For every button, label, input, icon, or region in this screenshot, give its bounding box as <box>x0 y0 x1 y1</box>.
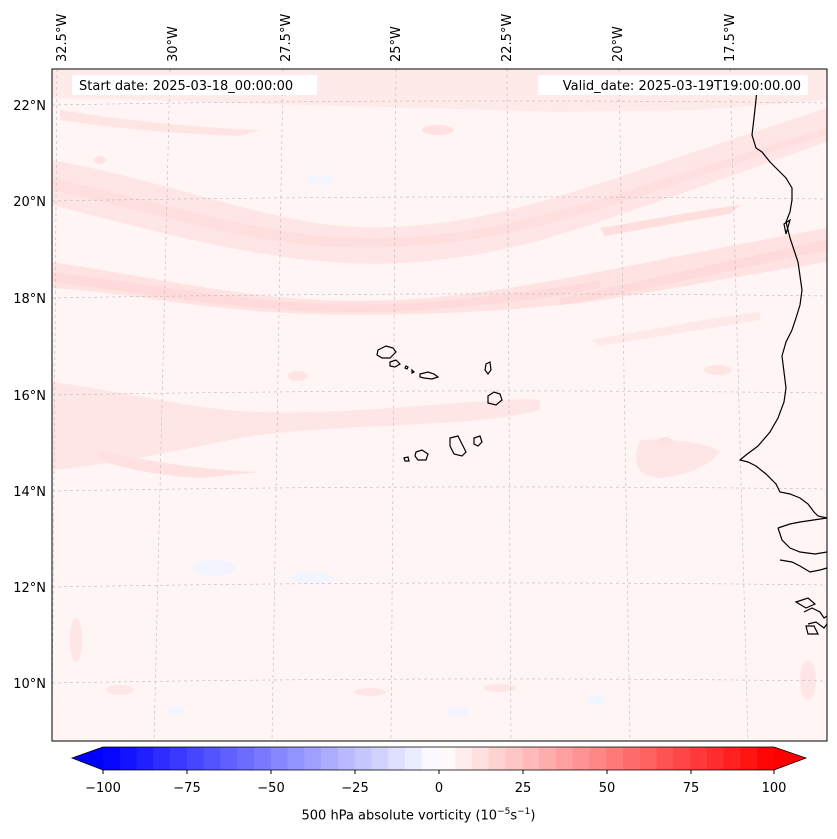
coastline <box>738 87 828 635</box>
start-date-text: Start date: 2025-03-18_00:00:00 <box>79 79 293 94</box>
colorbar-tick-label: −100 <box>85 781 121 796</box>
lat-label: 16°N <box>13 389 46 404</box>
colorbar-cell <box>706 747 725 770</box>
colorbar-cell <box>539 747 557 770</box>
colorbar-cell <box>270 747 289 770</box>
colorbar-title-mid: s <box>510 808 518 824</box>
lon-label: 30°W <box>166 26 181 62</box>
lon-label: 22.5°W <box>500 14 515 62</box>
colorbar-cell <box>404 747 423 770</box>
colorbar-cell <box>170 747 188 770</box>
start-date-annotation: Start date: 2025-03-18_00:00:00 <box>72 75 317 95</box>
lat-label: 20°N <box>13 195 46 210</box>
colorbar-cell <box>220 747 238 770</box>
colorbar-cell <box>371 747 389 770</box>
lat-label: 14°N <box>13 485 46 500</box>
valid-date-text: Valid_date: 2025-03-19T19:00:00.00 <box>563 79 801 94</box>
colorbar-tick-label: −25 <box>341 781 368 796</box>
colorbar-cell <box>589 747 607 770</box>
colorbar-cell <box>623 747 641 770</box>
graticule <box>51 68 828 742</box>
lat-label: 22°N <box>13 99 46 114</box>
colorbar-tick-label: 25 <box>515 781 532 796</box>
colorbar-title-prefix: 500 hPa absolute vorticity (10 <box>301 808 498 824</box>
colorbar: −100 −75 −50 −25 0 25 50 75 100 <box>70 746 808 796</box>
colorbar-arrow-high <box>774 747 806 770</box>
lon-label: 17.5°W <box>723 14 738 62</box>
colorbar-tick-label: −50 <box>257 781 284 796</box>
colorbar-title-exp2: −1 <box>517 807 531 817</box>
colorbar-cell <box>438 747 456 770</box>
colorbar-cell <box>388 747 406 770</box>
colorbar-tick-label: −75 <box>173 781 200 796</box>
colorbar-arrow-low <box>72 747 103 770</box>
colorbar-cell <box>119 747 138 770</box>
valid-date-annotation: Valid_date: 2025-03-19T19:00:00.00 <box>538 75 808 95</box>
longitude-labels: 32.5°W 30°W 27.5°W 25°W 22.5°W 20°W 17.5… <box>55 14 738 62</box>
colorbar-cell <box>304 747 322 770</box>
colorbar-cell <box>186 747 205 770</box>
colorbar-cell <box>354 747 372 770</box>
colorbar-cell <box>321 747 339 770</box>
vorticity-field <box>52 70 827 717</box>
colorbar-ticks <box>102 770 775 774</box>
colorbar-tick-label: 75 <box>683 781 700 796</box>
colorbar-cell <box>555 747 574 770</box>
colorbar-cell <box>673 747 691 770</box>
colorbar-cell <box>690 747 708 770</box>
colorbar-tick-label: 0 <box>435 781 443 796</box>
colorbar-cell <box>572 747 590 770</box>
latitude-labels: 22°N 20°N 18°N 16°N 14°N 12°N 10°N <box>13 99 46 692</box>
colorbar-tick-label: 100 <box>762 781 787 796</box>
colorbar-cell <box>488 747 507 770</box>
colorbar-cell <box>656 747 674 770</box>
colorbar-cell <box>203 747 221 770</box>
lat-label: 10°N <box>13 677 46 692</box>
colorbar-cell <box>606 747 624 770</box>
lon-label: 20°W <box>611 26 626 62</box>
colorbar-cell <box>757 747 775 770</box>
colorbar-cell <box>103 747 121 770</box>
lon-label: 27.5°W <box>279 14 294 62</box>
colorbar-cell <box>337 747 356 770</box>
cape-verde-islands <box>376 345 503 462</box>
colorbar-cell <box>153 747 171 770</box>
colorbar-tick-label: 50 <box>599 781 616 796</box>
colorbar-cell <box>253 747 272 770</box>
colorbar-cell <box>421 747 439 770</box>
colorbar-cell <box>136 747 154 770</box>
colorbar-cell <box>639 747 658 770</box>
colorbar-cell <box>505 747 523 770</box>
colorbar-cell <box>472 747 490 770</box>
lat-label: 18°N <box>13 292 46 307</box>
colorbar-cell <box>455 747 473 770</box>
colorbar-cells <box>103 747 775 770</box>
colorbar-cell <box>723 747 741 770</box>
colorbar-title-suffix: ) <box>530 808 536 824</box>
colorbar-cell <box>237 747 255 770</box>
map-frame <box>51 68 828 742</box>
lon-label: 25°W <box>389 26 404 62</box>
colorbar-cell <box>522 747 540 770</box>
colorbar-cell <box>740 747 758 770</box>
colorbar-title: 500 hPa absolute vorticity (10−5s−1) <box>0 807 837 823</box>
colorbar-cell <box>287 747 305 770</box>
lon-label: 32.5°W <box>55 14 70 62</box>
colorbar-title-exp1: −5 <box>497 807 511 817</box>
lat-label: 12°N <box>13 581 46 596</box>
